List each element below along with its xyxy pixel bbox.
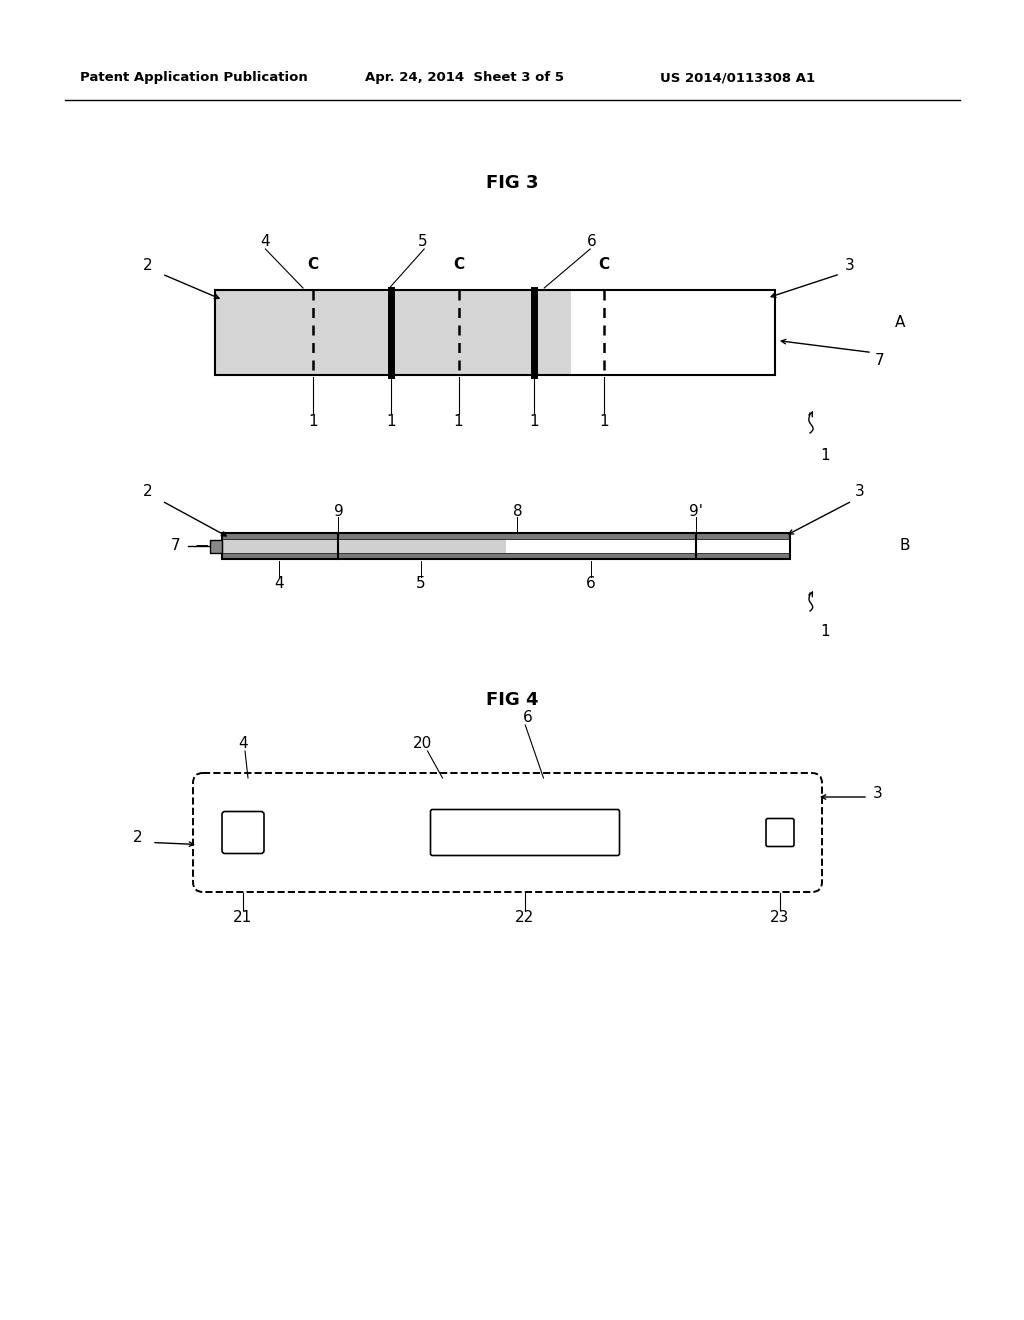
Text: 2: 2 bbox=[133, 830, 142, 845]
Text: 1: 1 bbox=[529, 414, 539, 429]
Text: Patent Application Publication: Patent Application Publication bbox=[80, 71, 308, 84]
Text: 1: 1 bbox=[308, 414, 317, 429]
Text: FIG 3: FIG 3 bbox=[485, 174, 539, 191]
Text: 3: 3 bbox=[855, 483, 865, 499]
Text: 4: 4 bbox=[239, 735, 248, 751]
Text: 4: 4 bbox=[274, 577, 284, 591]
Text: 1: 1 bbox=[820, 623, 829, 639]
FancyBboxPatch shape bbox=[430, 809, 620, 855]
Text: 23: 23 bbox=[770, 911, 790, 925]
Text: 9: 9 bbox=[334, 503, 343, 519]
Text: C: C bbox=[599, 257, 609, 272]
Text: 7: 7 bbox=[876, 352, 885, 368]
Text: 9': 9' bbox=[689, 503, 703, 519]
Text: 5: 5 bbox=[416, 577, 426, 591]
Text: 1: 1 bbox=[599, 414, 609, 429]
Bar bbox=[215, 290, 570, 375]
Text: A: A bbox=[895, 315, 905, 330]
Bar bbox=[222, 539, 506, 553]
Text: B: B bbox=[900, 539, 910, 553]
Text: 4: 4 bbox=[260, 235, 270, 249]
Bar bbox=[506, 539, 790, 553]
FancyBboxPatch shape bbox=[193, 774, 822, 892]
Text: 1: 1 bbox=[387, 414, 396, 429]
Text: 7: 7 bbox=[170, 539, 180, 553]
Text: 22: 22 bbox=[515, 911, 535, 925]
Text: 2: 2 bbox=[143, 259, 153, 273]
FancyBboxPatch shape bbox=[766, 818, 794, 846]
Text: 6: 6 bbox=[587, 577, 596, 591]
Text: 1: 1 bbox=[454, 414, 464, 429]
Text: 3: 3 bbox=[873, 785, 883, 800]
Text: 3: 3 bbox=[845, 259, 855, 273]
Text: FIG 4: FIG 4 bbox=[485, 690, 539, 709]
Text: 20: 20 bbox=[413, 735, 432, 751]
Text: 2: 2 bbox=[143, 483, 153, 499]
Bar bbox=[215, 290, 775, 375]
Text: C: C bbox=[307, 257, 318, 272]
Text: —: — bbox=[196, 540, 208, 553]
Text: C: C bbox=[453, 257, 464, 272]
Bar bbox=[222, 533, 790, 558]
Text: 5: 5 bbox=[418, 235, 427, 249]
Bar bbox=[222, 533, 790, 539]
Text: 21: 21 bbox=[233, 911, 253, 925]
Text: 1: 1 bbox=[820, 447, 829, 462]
Bar bbox=[570, 290, 775, 375]
Text: 6: 6 bbox=[522, 710, 532, 725]
Bar bbox=[222, 553, 790, 558]
Text: Apr. 24, 2014  Sheet 3 of 5: Apr. 24, 2014 Sheet 3 of 5 bbox=[365, 71, 564, 84]
Bar bbox=[210, 540, 222, 553]
Text: 6: 6 bbox=[588, 235, 597, 249]
Text: US 2014/0113308 A1: US 2014/0113308 A1 bbox=[660, 71, 815, 84]
Text: 8: 8 bbox=[513, 503, 522, 519]
FancyBboxPatch shape bbox=[222, 812, 264, 854]
